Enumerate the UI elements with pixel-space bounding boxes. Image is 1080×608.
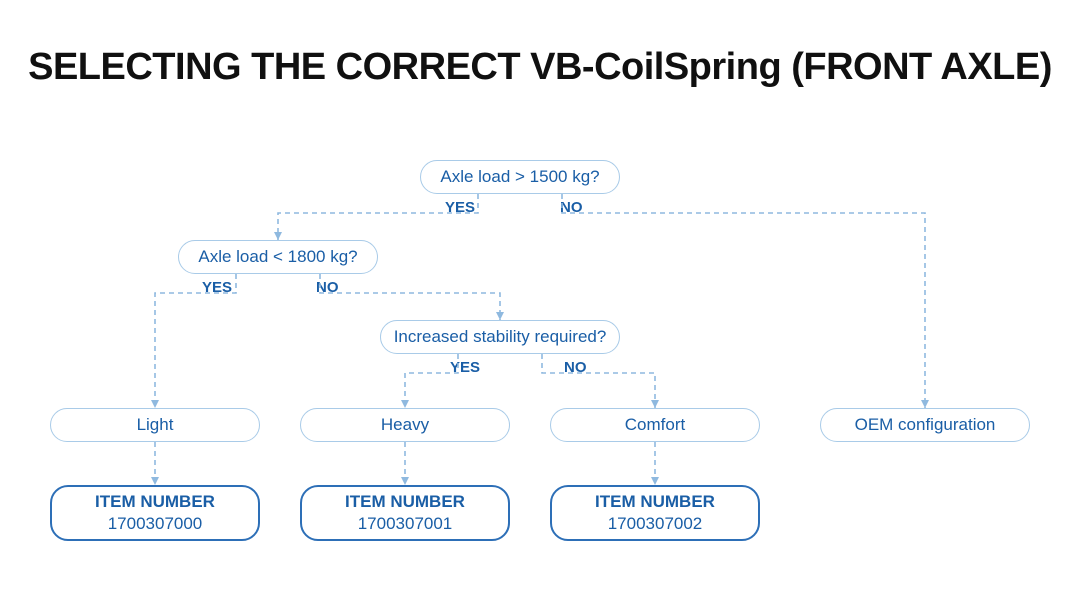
node-q3-label: Increased stability required? bbox=[394, 327, 607, 347]
result-r1-value: 1700307000 bbox=[108, 513, 203, 535]
node-q2: Axle load < 1800 kg? bbox=[178, 240, 378, 274]
edge-label-q3-no: NO bbox=[564, 359, 587, 376]
node-q1-label: Axle load > 1500 kg? bbox=[440, 167, 599, 187]
node-heavy-label: Heavy bbox=[381, 415, 429, 435]
edge-label-q1-yes: YES bbox=[445, 199, 475, 216]
node-light: Light bbox=[50, 408, 260, 442]
node-comfort-label: Comfort bbox=[625, 415, 685, 435]
node-q3: Increased stability required? bbox=[380, 320, 620, 354]
node-oem: OEM configuration bbox=[820, 408, 1030, 442]
edge-label-q2-yes: YES bbox=[202, 279, 232, 296]
edge-label-q1-no: NO bbox=[560, 199, 583, 216]
result-r2: ITEM NUMBER 1700307001 bbox=[300, 485, 510, 541]
node-light-label: Light bbox=[137, 415, 174, 435]
node-q2-label: Axle load < 1800 kg? bbox=[198, 247, 357, 267]
result-r3: ITEM NUMBER 1700307002 bbox=[550, 485, 760, 541]
result-r2-label: ITEM NUMBER bbox=[345, 491, 465, 513]
result-r1: ITEM NUMBER 1700307000 bbox=[50, 485, 260, 541]
node-comfort: Comfort bbox=[550, 408, 760, 442]
edge-label-q3-yes: YES bbox=[450, 359, 480, 376]
result-r1-label: ITEM NUMBER bbox=[95, 491, 215, 513]
result-r3-value: 1700307002 bbox=[608, 513, 703, 535]
page-title: SELECTING THE CORRECT VB-CoilSpring (FRO… bbox=[28, 46, 1052, 89]
result-r3-label: ITEM NUMBER bbox=[595, 491, 715, 513]
result-r2-value: 1700307001 bbox=[358, 513, 453, 535]
node-oem-label: OEM configuration bbox=[855, 415, 996, 435]
node-q1: Axle load > 1500 kg? bbox=[420, 160, 620, 194]
node-heavy: Heavy bbox=[300, 408, 510, 442]
edge-label-q2-no: NO bbox=[316, 279, 339, 296]
